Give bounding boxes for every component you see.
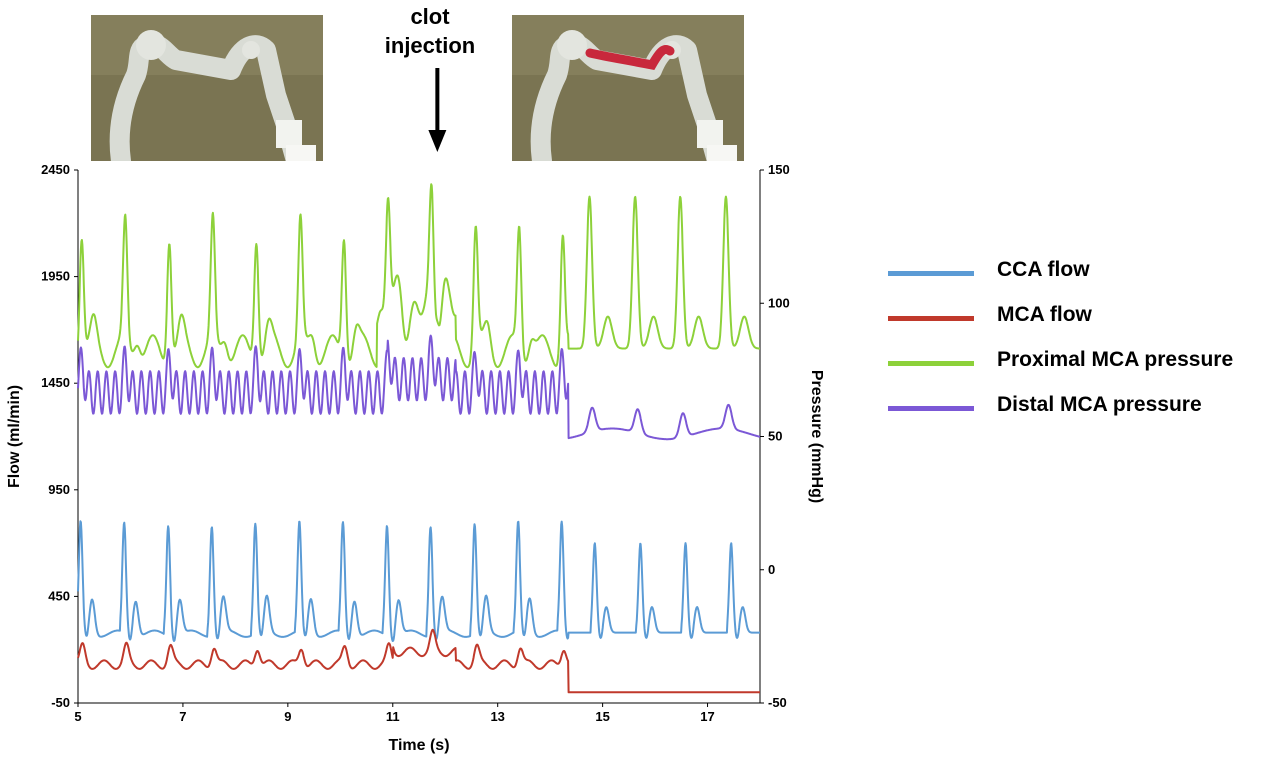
photo-after-clot: [512, 15, 744, 161]
legend-swatch-distal-pressure: [888, 406, 974, 411]
y-left-tick-label: -50: [51, 695, 70, 710]
y-left-tick-label: 450: [48, 588, 70, 603]
y-right-tick-label: 0: [768, 562, 775, 577]
y-left-tick-label: 950: [48, 482, 70, 497]
x-tick-label: 17: [700, 709, 714, 724]
annotation-line1: clot: [410, 4, 450, 29]
legend-swatch-cca-flow: [888, 271, 974, 276]
y-right-tick-label: 50: [768, 429, 782, 444]
clot-injection-annotation: clot injection: [340, 2, 520, 60]
legend-label-distal-pressure: Distal MCA pressure: [997, 393, 1202, 416]
series-line-cca-flow: [77, 520, 761, 642]
y-left-axis-title: Flow (ml/min): [6, 385, 23, 488]
y-right-axis-title: Pressure (mmHg): [808, 370, 825, 503]
vessel-model-image: [512, 15, 744, 161]
legend-label-cca-flow: CCA flow: [997, 258, 1090, 281]
photo-before-clot: [91, 15, 323, 161]
x-axis-title: Time (s): [388, 737, 449, 754]
y-right-tick-label: -50: [768, 695, 787, 710]
legend-swatch-mca-flow: [888, 316, 974, 321]
legend-label-mca-flow: MCA flow: [997, 303, 1092, 326]
y-left-tick-label: 2450: [41, 162, 70, 177]
y-left-tick-label: 1450: [41, 375, 70, 390]
clot-arrow-head: [428, 130, 447, 152]
x-tick-label: 9: [284, 709, 291, 724]
x-tick-label: 5: [74, 709, 81, 724]
x-tick-label: 13: [490, 709, 504, 724]
series-line-distal-pressure: [77, 334, 761, 441]
y-left-tick-label: 1950: [41, 269, 70, 284]
series-line-mca-flow: [77, 628, 761, 694]
legend-label-proximal-pressure: Proximal MCA pressure: [997, 348, 1234, 371]
annotation-line2: injection: [384, 33, 476, 58]
y-right-tick-label: 100: [768, 295, 790, 310]
legend-swatch-proximal-pressure: [888, 361, 974, 366]
x-tick-label: 11: [386, 709, 400, 724]
x-tick-label: 15: [595, 709, 609, 724]
vessel-model-image: [91, 15, 323, 161]
y-right-tick-label: 150: [768, 162, 790, 177]
series-line-proximal-pressure: [77, 183, 761, 369]
x-tick-label: 7: [179, 709, 186, 724]
